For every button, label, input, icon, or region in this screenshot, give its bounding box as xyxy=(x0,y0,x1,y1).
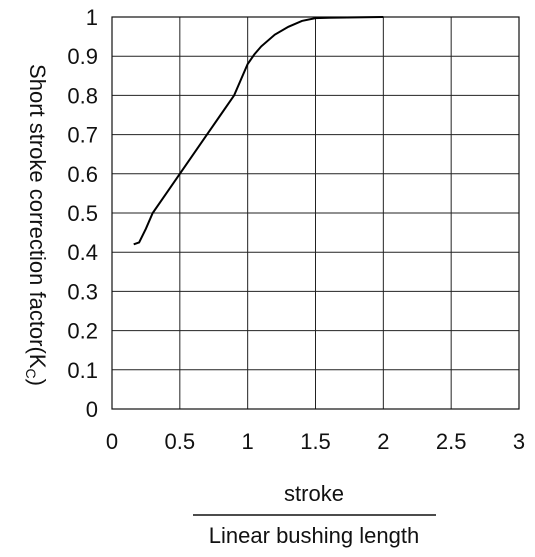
grid-layer xyxy=(111,16,520,410)
y-tick-label: 1 xyxy=(86,5,98,30)
y-axis-title-end: ) xyxy=(25,379,50,386)
x-tick-label: 0.5 xyxy=(165,429,196,454)
y-tick-label: 0.8 xyxy=(67,83,98,108)
y-tick-label: 0.2 xyxy=(67,319,98,344)
x-tick-label: 1 xyxy=(242,429,254,454)
y-tick-label: 0.3 xyxy=(67,279,98,304)
y-tick-label: 0.4 xyxy=(67,240,98,265)
y-tick-label: 0.6 xyxy=(67,162,98,187)
plot-frame xyxy=(111,16,520,410)
series-line xyxy=(133,16,384,246)
x-tick-label: 2 xyxy=(377,429,389,454)
x-tick-label: 0 xyxy=(106,429,118,454)
x-axis-title-numerator: stroke xyxy=(284,481,344,506)
y-tick-label: 0 xyxy=(86,397,98,422)
y-axis-title-main: Short stroke correction factor(K xyxy=(25,64,50,369)
x-tick-label: 2.5 xyxy=(436,429,467,454)
x-axis-title-denominator: Linear bushing length xyxy=(209,523,419,548)
x-tick-label: 3 xyxy=(513,429,525,454)
y-axis-title-subscript: C xyxy=(23,369,39,379)
y-tick-label: 0.9 xyxy=(67,44,98,69)
y-tick-labels: 0 0.1 0.2 0.3 0.4 0.5 0.6 0.7 0.8 0.9 1 xyxy=(67,5,98,422)
x-tick-label: 1.5 xyxy=(300,429,331,454)
y-axis-title: Short stroke correction factor(KC) xyxy=(23,64,50,386)
y-tick-label: 0.7 xyxy=(67,123,98,148)
y-tick-label: 0.1 xyxy=(67,358,98,383)
y-tick-label: 0.5 xyxy=(67,201,98,226)
x-tick-labels: 0 0.5 1 1.5 2 2.5 3 xyxy=(106,429,525,454)
